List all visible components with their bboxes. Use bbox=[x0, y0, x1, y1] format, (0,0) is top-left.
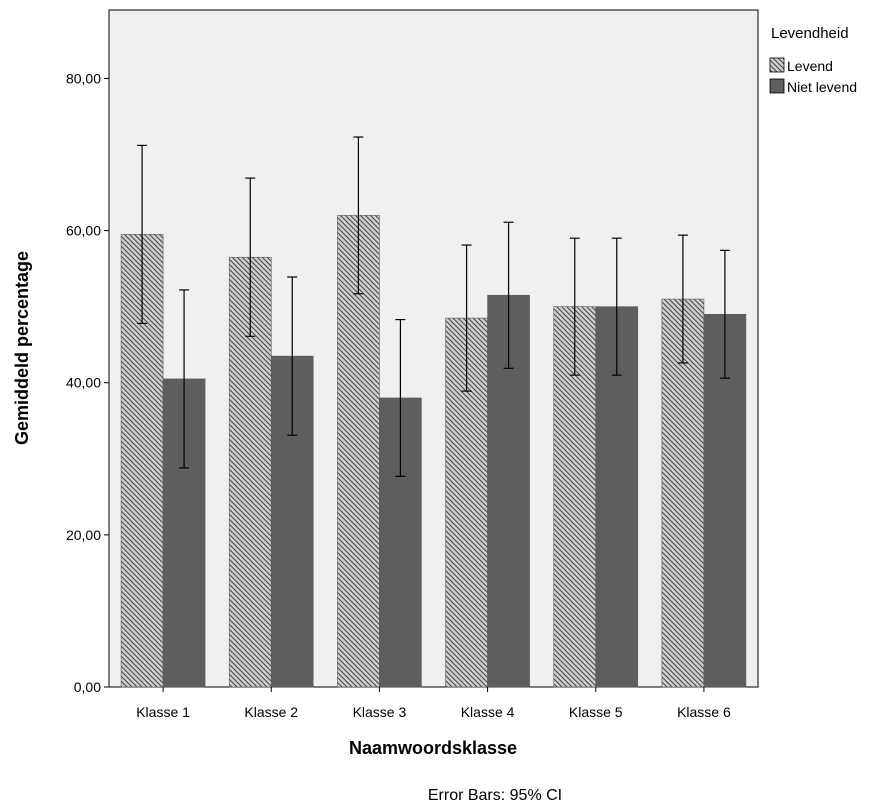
y-tick-label: 60,00 bbox=[66, 223, 101, 239]
y-axis-title: Gemiddeld percentage bbox=[12, 251, 32, 445]
x-tick-label: Klasse 3 bbox=[353, 704, 407, 720]
x-tick-label: Klasse 4 bbox=[461, 704, 515, 720]
x-tick-label: Klasse 1 bbox=[136, 704, 190, 720]
error-bar-niet-levend-1 bbox=[179, 289, 190, 469]
error-bar-levend-3 bbox=[353, 136, 364, 295]
y-tick-label: 20,00 bbox=[66, 527, 101, 543]
error-bar-niet-levend-5 bbox=[611, 237, 622, 376]
error-bar-levend-4 bbox=[461, 244, 472, 392]
legend-label-niet-levend: Niet levend bbox=[787, 79, 857, 95]
legend-title: Levendheid bbox=[771, 25, 849, 42]
y-tick-label: 80,00 bbox=[66, 70, 101, 86]
legend-swatch-niet-levend bbox=[769, 78, 785, 94]
bar-levend-5 bbox=[553, 306, 597, 688]
legend: Levendheid Levend Niet levend bbox=[769, 25, 857, 95]
legend-swatch-levend bbox=[769, 57, 785, 73]
y-tick-label: 40,00 bbox=[66, 375, 101, 391]
error-bars-footnote: Error Bars: 95% CI bbox=[428, 787, 562, 804]
x-tick-label: Klasse 5 bbox=[569, 704, 623, 720]
error-bar-levend-5 bbox=[569, 237, 580, 376]
error-bar-niet-levend-2 bbox=[287, 276, 298, 436]
error-bars-group bbox=[137, 136, 730, 477]
error-bar-niet-levend-6 bbox=[719, 249, 730, 379]
plot-area bbox=[108, 9, 759, 688]
x-axis: Klasse 1 Klasse 2 Klasse 3 Klasse 4 Klasse 5… bbox=[136, 687, 731, 720]
y-tick-label: 0,00 bbox=[74, 679, 101, 695]
x-tick-label: Klasse 6 bbox=[677, 704, 731, 720]
error-bar-niet-levend-4 bbox=[503, 221, 514, 369]
error-bar-levend-2 bbox=[245, 177, 256, 337]
legend-label-levend: Levend bbox=[787, 58, 833, 74]
x-tick-label: Klasse 2 bbox=[244, 704, 298, 720]
error-bar-levend-6 bbox=[677, 234, 688, 364]
error-bar-niet-levend-3 bbox=[395, 318, 406, 477]
y-axis: 0,00 20,00 40,00 60,00 80,00 bbox=[66, 70, 109, 695]
error-bar-levend-1 bbox=[137, 144, 148, 324]
x-axis-title: Naamwoordsklasse bbox=[349, 738, 517, 758]
